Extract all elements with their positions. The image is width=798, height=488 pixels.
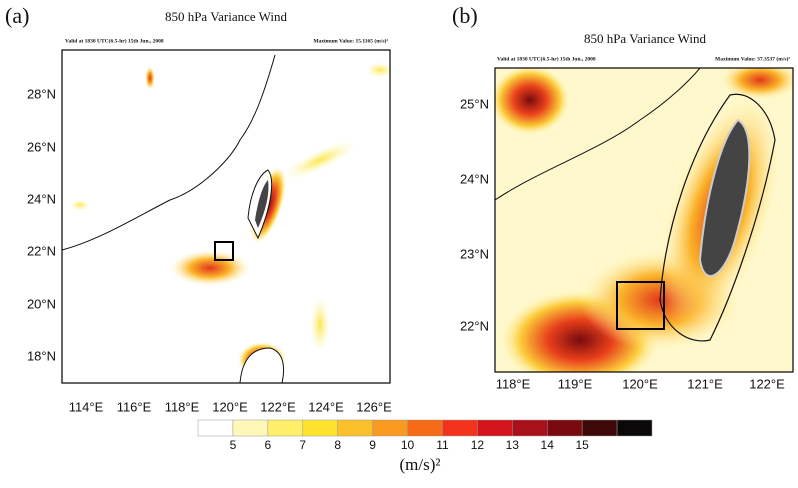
colorbar-label: 6 [265,438,272,452]
colorbar-label: 11 [436,438,449,452]
lon-label: 120°E [212,399,248,414]
lon-label: 121°E [687,376,723,391]
lon-label: 114°E [69,399,104,414]
colorbar-cell [302,419,338,437]
lat-label: 22°N [27,243,56,258]
panel-title: 850 hPa Variance Wind [165,9,288,24]
map-b [495,68,793,372]
colorbar-cell [197,419,234,437]
colorbar-cell [512,419,548,437]
lat-label: 28°N [27,86,56,101]
colorbar-cell [232,419,269,437]
colorbar-cell [407,419,443,437]
colorbar-label: 9 [369,438,376,452]
lat-label: 24°N [460,171,489,186]
colorbar-label: 13 [506,438,520,452]
lon-label: 119°E [558,376,593,391]
lat-label: 18°N [27,348,56,363]
colorbar-cell [546,419,583,437]
lat-label: 25°N [460,96,489,111]
lon-label: 126°E [356,399,392,414]
colorbar-cell [581,419,618,437]
colorbar-label: 5 [230,438,237,452]
map-frame [61,49,391,384]
colorbar-cell [337,419,373,437]
lat-label: 23°N [460,246,489,261]
colorbar-label: 10 [401,438,415,452]
panel-label: (b) [452,3,478,28]
lon-label: 122°E [260,399,296,414]
map-frame [494,67,794,373]
lon-label: 120°E [622,376,658,391]
lon-label: 116°E [117,399,152,414]
map-a [62,50,390,383]
colorbar-cell [442,419,478,437]
valid-time: Valid at 1830 UTC(6.5-hr) 15th Jun., 200… [497,55,596,62]
colorbar-cell [477,419,513,437]
lat-label: 26°N [27,139,56,154]
colorbar-label: 14 [541,438,555,452]
maximum-value: Maximum Value: 37.3537 (m/s)² [715,55,790,62]
lon-label: 122°E [749,376,785,391]
colorbar-unit: (m/s)² [400,455,441,474]
colorbar-label: 12 [471,438,485,452]
lat-label: 20°N [27,296,56,311]
lat-label: 24°N [27,191,56,206]
valid-time: Valid at 1830 UTC(6.5-hr) 15th Jun., 200… [65,37,164,44]
lon-label: 124°E [308,399,344,414]
colorbar-cell [372,419,408,437]
panel-title: 850 hPa Variance Wind [584,31,707,46]
panel-label: (a) [5,3,29,28]
lon-label: 118°E [496,376,531,391]
colorbar-label: 15 [575,438,589,452]
lon-label: 118°E [165,399,200,414]
colorbar-label: 7 [299,438,306,452]
colorbar-label: 8 [334,438,341,452]
colorbar-cell [267,419,304,437]
lat-label: 22°N [460,318,489,333]
maximum-value: Maximum Value: 15.1165 (m/s)² [313,37,388,44]
colorbar-cell [616,419,653,437]
